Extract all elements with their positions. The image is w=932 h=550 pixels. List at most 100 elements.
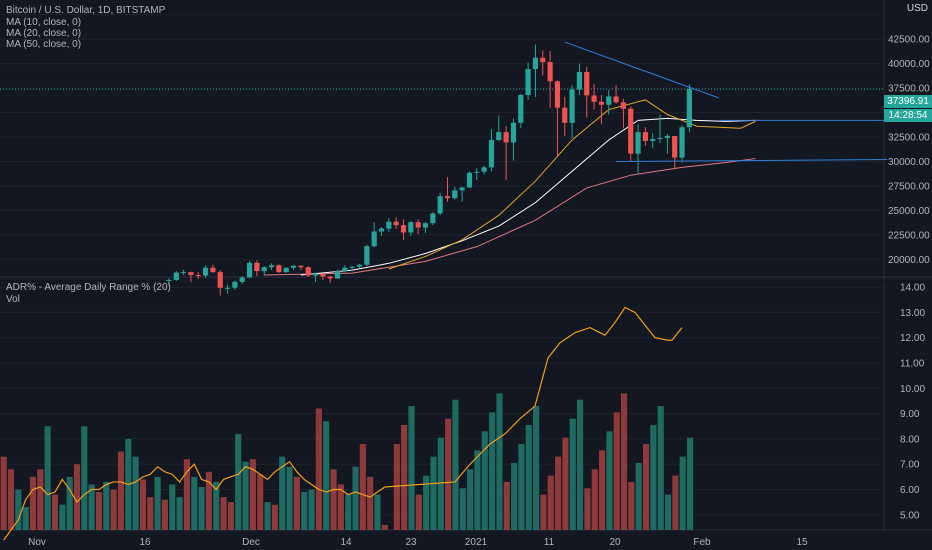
volume-bar [489,412,496,530]
volume-bar [110,489,117,530]
volume-bar [323,421,330,530]
candle-body [591,95,597,102]
y-tick-label: 6.00 [900,485,920,496]
candle-body [408,222,414,233]
volume-bar [511,462,518,530]
candle-body [540,57,546,63]
candle-body [672,136,678,158]
volume-bar [345,494,352,530]
volume-bar [279,456,286,530]
x-tick-label: 14 [340,537,352,548]
countdown-badge: 14:28:54 [884,109,932,122]
volume-bar [147,497,154,530]
volume-bar [51,494,59,530]
x-tick-label: 2021 [465,537,488,548]
candle-body [334,271,341,279]
candle-body [188,272,194,276]
volume-bar [657,406,664,530]
candle-body [554,81,561,108]
trendline [564,41,719,99]
volume-bar [176,497,183,530]
candle-body [444,196,451,199]
candle-body [327,276,333,279]
y-tick-label: 7.00 [900,460,920,471]
candle-body [488,139,495,168]
y-tick-label: 9.00 [900,409,920,420]
volume-bar [352,466,359,530]
candle-body [320,273,326,277]
volume-bar [679,456,686,530]
candle-body [459,187,465,191]
volume-bar [415,494,422,530]
trendline [616,159,888,163]
volume-bar [367,476,374,530]
y-tick-label: 40000.00 [888,59,930,70]
candle-body [217,272,223,288]
volume-bar [315,408,322,530]
volume-bar [0,456,7,530]
candle-body [650,138,656,141]
candle-body [400,225,407,233]
volume-bar [66,476,73,530]
volume-bar [22,507,29,530]
price-axis: 20000.00 22500.00 25000.00 27500.00 30000.00… [888,35,930,266]
candle-body [679,127,685,158]
candle-body [628,108,634,154]
volume-bar [533,406,540,530]
currency-label[interactable]: USD [906,3,928,14]
candle-body [562,107,568,123]
volume-bar [191,476,198,530]
candle-body [598,101,605,105]
candle-series [166,44,692,296]
candle-body [378,228,385,232]
x-tick-label: 20 [609,537,621,548]
volume-bar [452,399,459,530]
candle-body [664,136,670,139]
volume-bar [393,443,400,530]
ma50-legend: MA (50, close, 0) [6,39,82,50]
candle-body [371,231,377,247]
volume-bar [401,425,408,530]
candle-body [195,275,201,277]
candle-body [474,171,480,173]
volume-bar [672,475,679,530]
volume-bar [132,456,139,530]
y-tick-label: 8.00 [900,434,920,445]
candle-body [415,222,421,228]
vol-legend: Vol [6,294,20,305]
volume-bar [518,443,525,530]
volume-bar [227,502,234,530]
candle-body [518,94,524,123]
volume-bar [103,481,110,530]
volume-bar [635,462,642,530]
candle-body [290,265,297,268]
volume-bar [359,443,366,530]
y-tick-label: 5.00 [900,510,920,521]
candle-body [349,266,355,268]
volume-bar [293,476,300,530]
adr-line [3,306,683,541]
candle-body [276,265,282,273]
volume-bar [664,494,672,530]
candle-body [246,262,253,278]
candle-body [466,172,473,188]
candle-body [422,223,429,228]
volume-bar [599,450,606,530]
volume-bar [337,484,344,530]
candle-body [342,267,348,272]
x-axis: Nov 16 Dec 14 23 2021 11 20 Feb 15 [28,537,808,548]
candle-body [620,102,626,109]
candle-body [386,221,392,229]
y-tick-label: 32500.00 [888,133,930,144]
volume-bar [301,492,308,530]
candle-body [261,267,267,272]
volume-bar [437,437,444,530]
candle-body [452,190,458,199]
volume-series [0,393,694,530]
volume-bar [430,456,437,530]
candle-body [305,267,311,276]
y-tick-label: 12.00 [900,333,925,344]
candle-body [356,264,363,267]
volume-bar [584,488,591,530]
